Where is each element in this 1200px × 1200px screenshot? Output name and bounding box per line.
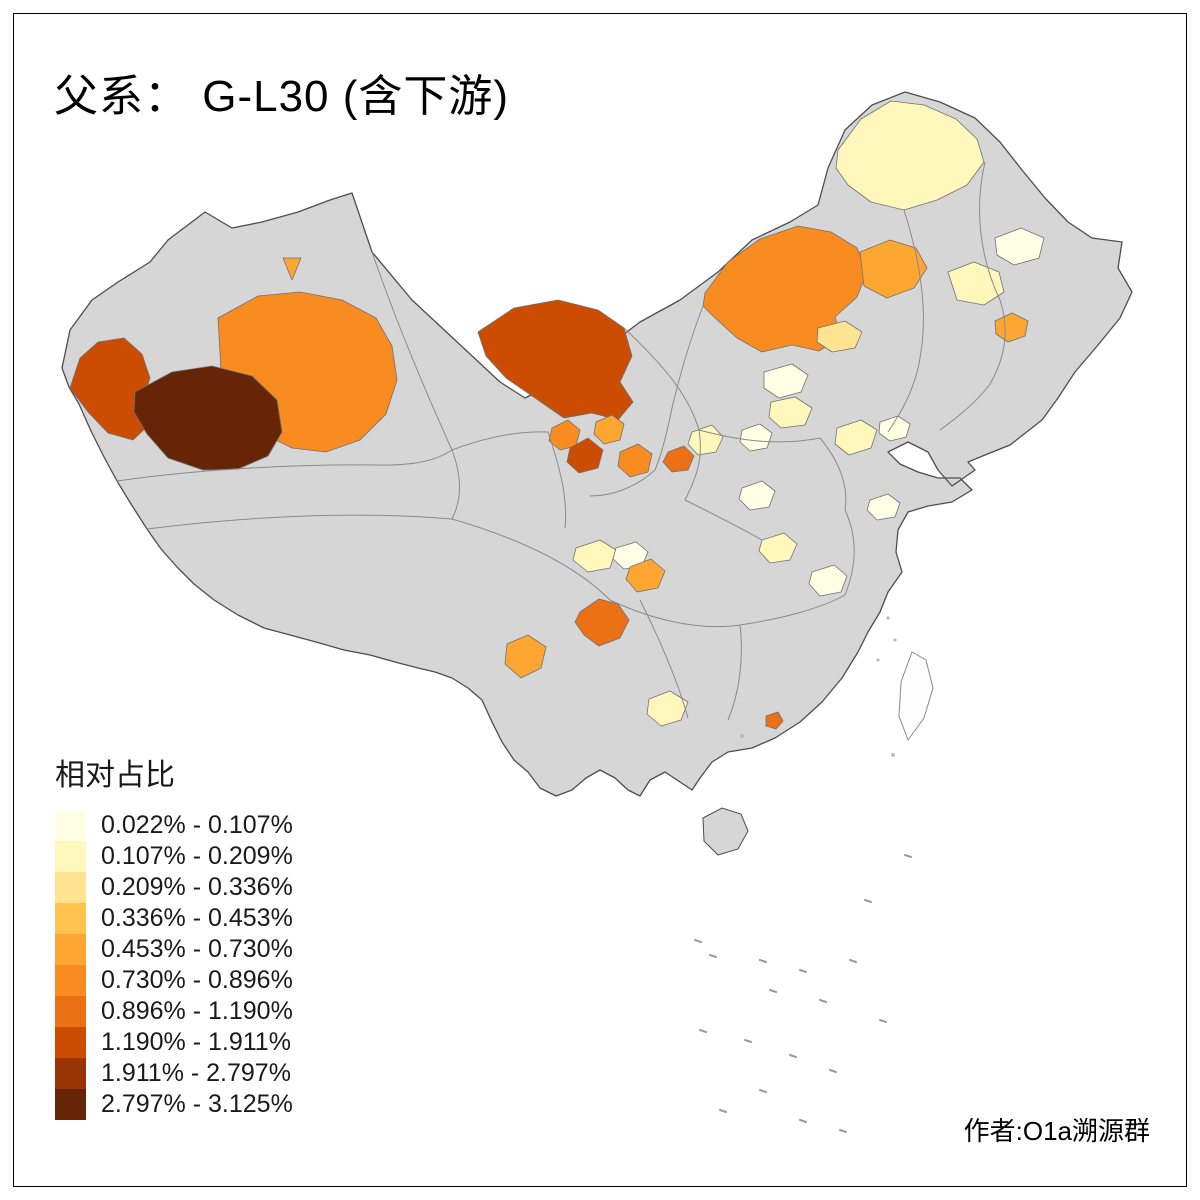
map-region: [662, 445, 695, 473]
map-region: [625, 558, 666, 593]
map-region: [866, 493, 901, 521]
legend-swatch: [55, 1058, 86, 1089]
legend-swatch: [55, 934, 86, 965]
map-region: [765, 711, 784, 730]
legend-swatch: [55, 903, 86, 934]
map-region: [816, 320, 863, 353]
map-region: [687, 424, 724, 456]
hainan-island: [702, 807, 749, 856]
legend-label: 1.911% - 2.797%: [101, 1059, 291, 1087]
legend-swatch: [55, 872, 86, 903]
map-region: [738, 480, 776, 511]
south-china-sea-islets: [694, 854, 912, 1133]
legend-label: 0.730% - 0.896%: [101, 966, 293, 994]
province-borders: [116, 161, 1006, 721]
credit-text: 作者:O1a溯源群: [963, 1116, 1150, 1146]
legend-swatch: [55, 810, 86, 841]
legend-title: 相对占比: [55, 759, 175, 792]
map-region: [282, 257, 302, 281]
legend-row: 0.107% - 0.209%: [55, 841, 293, 872]
map-region: [593, 414, 625, 445]
map-region: [994, 227, 1045, 266]
legend-label: 0.022% - 0.107%: [101, 811, 293, 839]
legend-row: 0.209% - 0.336%: [55, 872, 293, 903]
legend-label: 0.896% - 1.190%: [101, 997, 293, 1025]
map-region: [477, 299, 634, 421]
choropleth-regions: [69, 100, 1045, 730]
legend-row: 0.896% - 1.190%: [55, 996, 293, 1027]
taiwan-island: [898, 651, 934, 742]
legend-swatch: [55, 1027, 86, 1058]
map-region: [739, 423, 773, 452]
legend-swatch: [55, 965, 86, 996]
legend-row: 1.911% - 2.797%: [55, 1058, 293, 1089]
map-region: [768, 396, 813, 429]
map-region: [574, 598, 630, 647]
map-region: [835, 100, 985, 211]
legend-row: 0.453% - 0.730%: [55, 934, 293, 965]
map-region: [994, 312, 1029, 343]
map-region: [504, 634, 547, 679]
legend-label: 0.209% - 0.336%: [101, 873, 293, 901]
coastal-islets: [740, 616, 897, 757]
map-region: [834, 419, 878, 456]
legend-row: 0.022% - 0.107%: [55, 810, 293, 841]
legend-label: 0.336% - 0.453%: [101, 904, 293, 932]
legend-row: 2.797% - 3.125%: [55, 1089, 293, 1120]
legend-swatch: [55, 1089, 86, 1120]
map-title: 父系： G-L30 (含下游): [54, 72, 510, 121]
legend-row: 0.730% - 0.896%: [55, 965, 293, 996]
map-region: [702, 225, 868, 353]
map-region: [758, 532, 798, 564]
legend-swatch: [55, 996, 86, 1027]
legend-row: 0.336% - 0.453%: [55, 903, 293, 934]
legend-items: 0.022% - 0.107% 0.107% - 0.209% 0.209% -…: [55, 810, 293, 1120]
legend-label: 0.453% - 0.730%: [101, 935, 293, 963]
map-region: [646, 690, 689, 727]
map-region: [566, 437, 604, 474]
legend-label: 0.107% - 0.209%: [101, 842, 293, 870]
map-region: [763, 363, 809, 399]
map-region: [617, 443, 653, 478]
map-region: [808, 564, 848, 597]
legend-label: 2.797% - 3.125%: [101, 1090, 293, 1118]
map-region: [572, 539, 617, 573]
legend-swatch: [55, 841, 86, 872]
legend-row: 1.190% - 1.911%: [55, 1027, 293, 1058]
legend-label: 1.190% - 1.911%: [101, 1028, 291, 1056]
map-region: [947, 261, 1005, 306]
legend: 相对占比 0.022% - 0.107% 0.107% - 0.209% 0.2…: [55, 750, 293, 1120]
map-region: [133, 365, 283, 471]
